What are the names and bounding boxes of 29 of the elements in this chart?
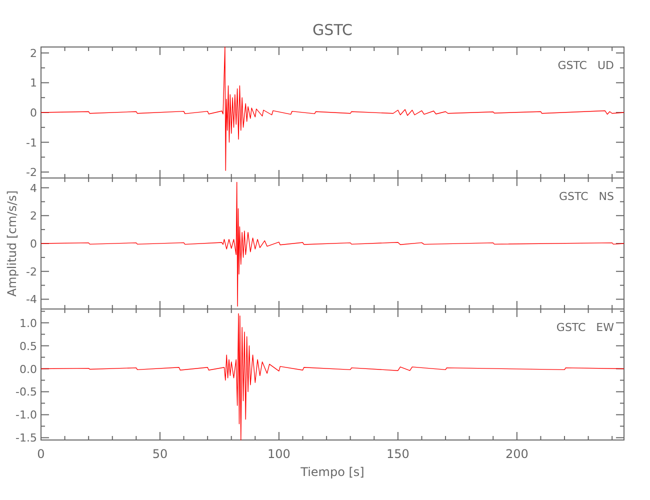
x-tick-label: 50 — [152, 447, 168, 461]
y-tick-label: -0.5 — [16, 386, 37, 399]
y-tick-label: -4 — [26, 293, 37, 306]
y-tick-label: -2 — [26, 166, 37, 180]
annotation: GSTC EW — [556, 321, 614, 334]
line-series — [40, 313, 624, 440]
x-tick-label: 200 — [505, 447, 528, 461]
line-series — [40, 182, 624, 307]
x-tick-label: 150 — [386, 447, 410, 461]
annotation: GSTC NS — [559, 190, 614, 203]
y-tick-label: 0 — [30, 238, 37, 250]
y-tick-label: 2 — [30, 210, 37, 223]
y-tick-label: 0.5 — [20, 340, 37, 353]
y-tick-label: 1 — [30, 76, 37, 90]
y-tick-label: 0 — [30, 106, 37, 120]
line-series — [40, 46, 624, 171]
y-axis-title: Amplitud [cm/s/s] — [5, 190, 19, 297]
chart-title: GSTC — [312, 21, 352, 39]
y-tick-label: 0.0 — [20, 362, 37, 376]
y-tick-label: -1.5 — [16, 432, 37, 445]
y-tick-label: -2 — [26, 265, 37, 278]
y-tick-label: 2 — [30, 46, 37, 60]
annotation: GSTC UD — [558, 59, 614, 72]
y-tick-label: 1.0 — [20, 316, 37, 330]
x-tick-label: 100 — [268, 447, 290, 461]
y-tick-label: 4 — [30, 182, 37, 195]
y-tick-label: -1.0 — [16, 408, 37, 422]
x-axis-title: Tiempo [s] — [300, 465, 364, 479]
y-tick-label: -1 — [26, 136, 37, 150]
